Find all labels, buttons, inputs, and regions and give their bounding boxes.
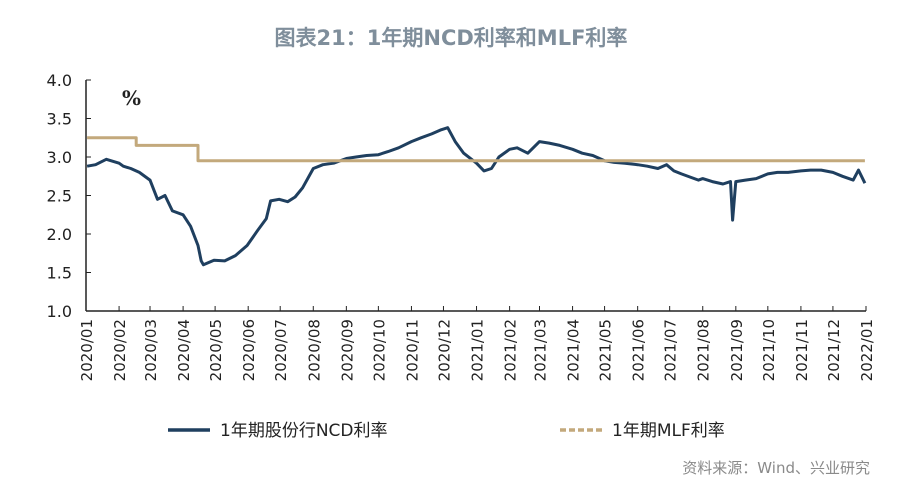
y-tick-label: 1.0 [47, 302, 72, 321]
x-tick-label: 2020/10 [370, 319, 388, 381]
x-tick-label: 2022/01 [858, 319, 876, 381]
y-axis-ticks: 1.0 1.5 2.0 2.5 3.0 3.5 4.0 [47, 71, 91, 321]
series-lines [86, 126, 867, 267]
y-axis-unit-label: % [122, 86, 141, 110]
y-tick-label: 1.5 [47, 264, 72, 283]
axes [85, 80, 866, 312]
x-tick-label: 2020/06 [240, 319, 258, 381]
x-tick-label: 2021/09 [728, 319, 746, 381]
x-tick-label: 2021/02 [502, 319, 520, 381]
y-tick-label: 2.0 [47, 225, 72, 244]
x-axis-ticks: 2020/01 2020/02 2020/03 2020/04 2020/05 2020/… [78, 306, 876, 381]
x-tick-label: 2021/06 [630, 319, 648, 381]
x-tick-label: 2021/04 [565, 319, 583, 381]
x-tick-label: 2020/09 [338, 319, 356, 381]
x-tick-label: 2021/11 [793, 319, 811, 381]
x-tick-label: 2020/11 [403, 319, 421, 381]
x-tick-label: 2021/03 [531, 319, 549, 381]
legend-label-0: 1年期股份行NCD利率 [220, 421, 388, 441]
x-tick-label: 2021/05 [597, 319, 615, 381]
series-line-1 [87, 136, 865, 163]
series-line-0 [86, 126, 867, 267]
x-tick-label: 2020/01 [78, 319, 96, 381]
chart-title: 图表21：1年期NCD利率和MLF利率 [274, 26, 628, 50]
x-tick-label: 2020/05 [207, 319, 225, 381]
legend: 1年期股份行NCD利率 1年期MLF利率 [168, 421, 725, 441]
x-tick-label: 2020/03 [142, 319, 160, 381]
x-tick-label: 2021/10 [760, 319, 778, 381]
x-tick-label: 2021/07 [662, 319, 680, 381]
x-tick-label: 2020/07 [272, 319, 290, 381]
y-tick-label: 3.0 [47, 148, 72, 167]
x-tick-label: 2020/08 [305, 319, 323, 381]
legend-label-1: 1年期MLF利率 [612, 421, 725, 441]
x-tick-label: 2021/12 [825, 319, 843, 381]
x-tick-label: 2020/04 [175, 319, 193, 381]
y-tick-label: 4.0 [47, 71, 72, 90]
x-tick-label: 2020/12 [435, 319, 453, 381]
x-tick-label: 2021/01 [469, 319, 487, 381]
x-tick-label: 2021/08 [695, 319, 713, 381]
source-note: 资料来源：Wind、兴业研究 [682, 459, 870, 477]
y-tick-label: 3.5 [47, 110, 72, 129]
x-tick-label: 2020/02 [111, 319, 129, 381]
y-tick-label: 2.5 [47, 187, 72, 206]
